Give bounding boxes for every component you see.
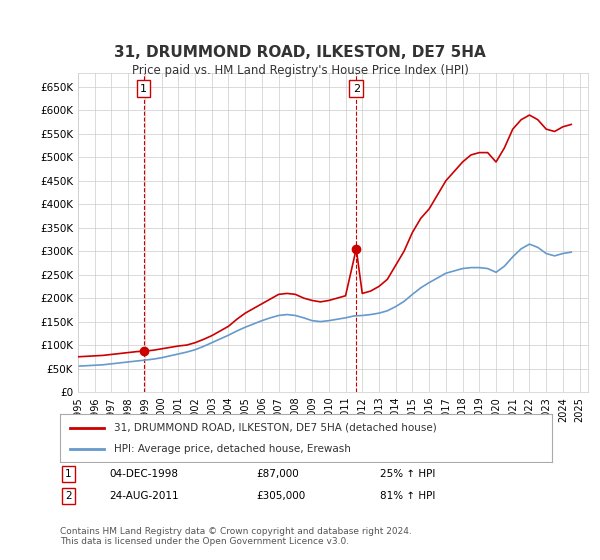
Text: HPI: Average price, detached house, Erewash: HPI: Average price, detached house, Erew…: [114, 444, 351, 454]
Text: 2: 2: [65, 491, 71, 501]
Text: 31, DRUMMOND ROAD, ILKESTON, DE7 5HA (detached house): 31, DRUMMOND ROAD, ILKESTON, DE7 5HA (de…: [114, 423, 437, 433]
Text: Price paid vs. HM Land Registry's House Price Index (HPI): Price paid vs. HM Land Registry's House …: [131, 64, 469, 77]
Text: Contains HM Land Registry data © Crown copyright and database right 2024.
This d: Contains HM Land Registry data © Crown c…: [60, 526, 412, 546]
Text: 2: 2: [353, 84, 360, 94]
Text: 24-AUG-2011: 24-AUG-2011: [109, 491, 179, 501]
Text: 81% ↑ HPI: 81% ↑ HPI: [380, 491, 435, 501]
Text: 1: 1: [65, 469, 71, 479]
Text: £305,000: £305,000: [257, 491, 306, 501]
Text: 31, DRUMMOND ROAD, ILKESTON, DE7 5HA: 31, DRUMMOND ROAD, ILKESTON, DE7 5HA: [114, 45, 486, 60]
Text: 04-DEC-1998: 04-DEC-1998: [109, 469, 178, 479]
Text: £87,000: £87,000: [257, 469, 299, 479]
Text: 1: 1: [140, 84, 147, 94]
Text: 25% ↑ HPI: 25% ↑ HPI: [380, 469, 435, 479]
